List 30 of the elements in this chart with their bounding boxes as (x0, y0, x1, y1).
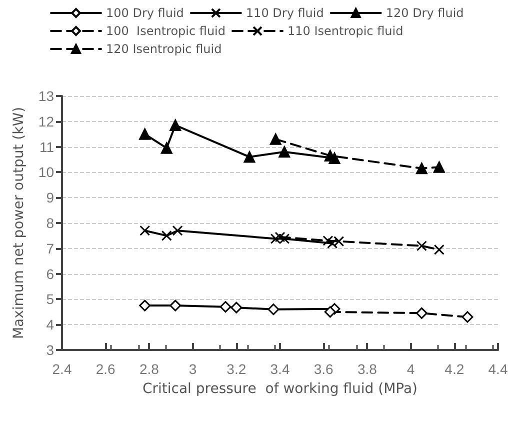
x-tick-label: 3.2 (226, 361, 246, 377)
x-tick-label: 3.4 (270, 361, 290, 377)
legend-label: 100 Dry fluid (106, 6, 184, 20)
y-tick-label: 9 (46, 190, 54, 206)
x-tick-label: 3.6 (314, 361, 334, 377)
legend-label: 100 Isentropic fluid (106, 24, 226, 38)
x-tick-label: 4.4 (488, 361, 508, 377)
y-tick-label: 5 (46, 291, 54, 308)
x-tick-label: 2.8 (139, 361, 160, 377)
legend-label: 110 Isentropic fluid (288, 24, 404, 38)
y-tick-label: 4 (46, 316, 54, 333)
x-tick-label: 4 (406, 361, 415, 377)
y-tick-label: 3 (46, 342, 54, 358)
y-tick-label: 13 (38, 88, 54, 104)
y-axis-title: Maximum net power output (kW) (11, 106, 27, 340)
x-tick-label: 2.4 (52, 361, 72, 377)
legend-label: 110 Dry fluid (246, 6, 324, 20)
x-tick-label: 3 (188, 361, 197, 377)
y-tick-label: 8 (46, 215, 54, 231)
y-tick-label: 12 (38, 113, 54, 130)
legend-label: 120 Dry fluid (386, 6, 464, 20)
x-axis-title: Critical pressure of working fluid (MPa) (142, 381, 418, 397)
legend-label: 120 Isentropic fluid (106, 42, 222, 56)
y-tick-label: 11 (39, 138, 54, 155)
x-tick-label: 4.2 (444, 361, 464, 377)
y-tick-label: 10 (38, 164, 54, 180)
y-tick-label: 7 (46, 240, 54, 256)
x-tick-label: 2.6 (96, 361, 116, 377)
y-tick-label: 6 (46, 266, 54, 282)
x-tick-label: 3.8 (357, 361, 378, 377)
